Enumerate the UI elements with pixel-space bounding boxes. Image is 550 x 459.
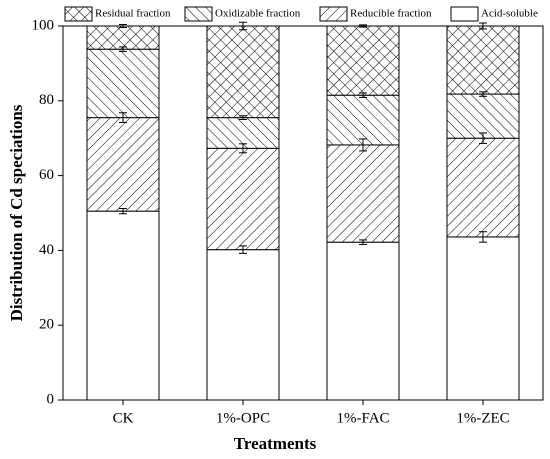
legend-swatch — [450, 6, 479, 22]
bar-segment — [86, 117, 160, 212]
legend-swatch — [184, 6, 213, 22]
x-axis-title: Treatments — [234, 434, 317, 453]
bar-segment — [446, 236, 520, 401]
error-bar — [479, 132, 487, 144]
legend-label: Acid-soluble — [481, 8, 538, 20]
error-bar — [239, 143, 247, 154]
error-bar — [239, 115, 247, 120]
y-axis-title: Distribution of Cd speciations — [7, 104, 26, 321]
y-tick-label: 20 — [39, 317, 54, 333]
legend-swatch — [319, 6, 348, 22]
error-bar — [479, 91, 487, 97]
bar-segment — [446, 93, 520, 139]
error-bar — [479, 231, 487, 243]
error-bar — [359, 138, 367, 152]
legend-label: Reducible fraction — [350, 8, 432, 20]
y-tick-label: 80 — [39, 92, 54, 108]
bar-segment — [326, 144, 400, 243]
plot-frame — [62, 25, 544, 401]
error-bar — [359, 92, 367, 98]
legend-label: Oxidizable fraction — [215, 8, 301, 20]
bar-segment — [326, 94, 400, 146]
error-bar — [119, 112, 127, 123]
bar-segment — [206, 25, 280, 119]
bar-segment — [326, 25, 400, 96]
bar-segment — [446, 137, 520, 238]
x-tick-label: 1%-FAC — [336, 410, 389, 426]
y-tick-label: 60 — [39, 167, 54, 183]
x-tick-label: CK — [113, 410, 134, 426]
bar-segment — [206, 147, 280, 251]
error-bar — [359, 239, 367, 245]
bar-segment — [86, 48, 160, 119]
error-bar — [119, 208, 127, 215]
x-tick-label: 1%-OPC — [216, 410, 270, 426]
bar-segment — [206, 249, 280, 401]
error-bar — [119, 46, 127, 52]
y-tick-label: 0 — [47, 391, 55, 407]
x-tick-label: 1%-ZEC — [456, 410, 509, 426]
legend-label: Residual fraction — [95, 8, 171, 20]
bar-segment — [86, 210, 160, 401]
bar-segment — [326, 241, 400, 401]
y-tick-label: 100 — [32, 17, 55, 33]
bar-segment — [446, 25, 520, 95]
y-tick-label: 40 — [39, 242, 54, 258]
legend-swatch — [64, 6, 93, 22]
error-bar — [239, 245, 247, 254]
bar-segment — [86, 25, 160, 50]
